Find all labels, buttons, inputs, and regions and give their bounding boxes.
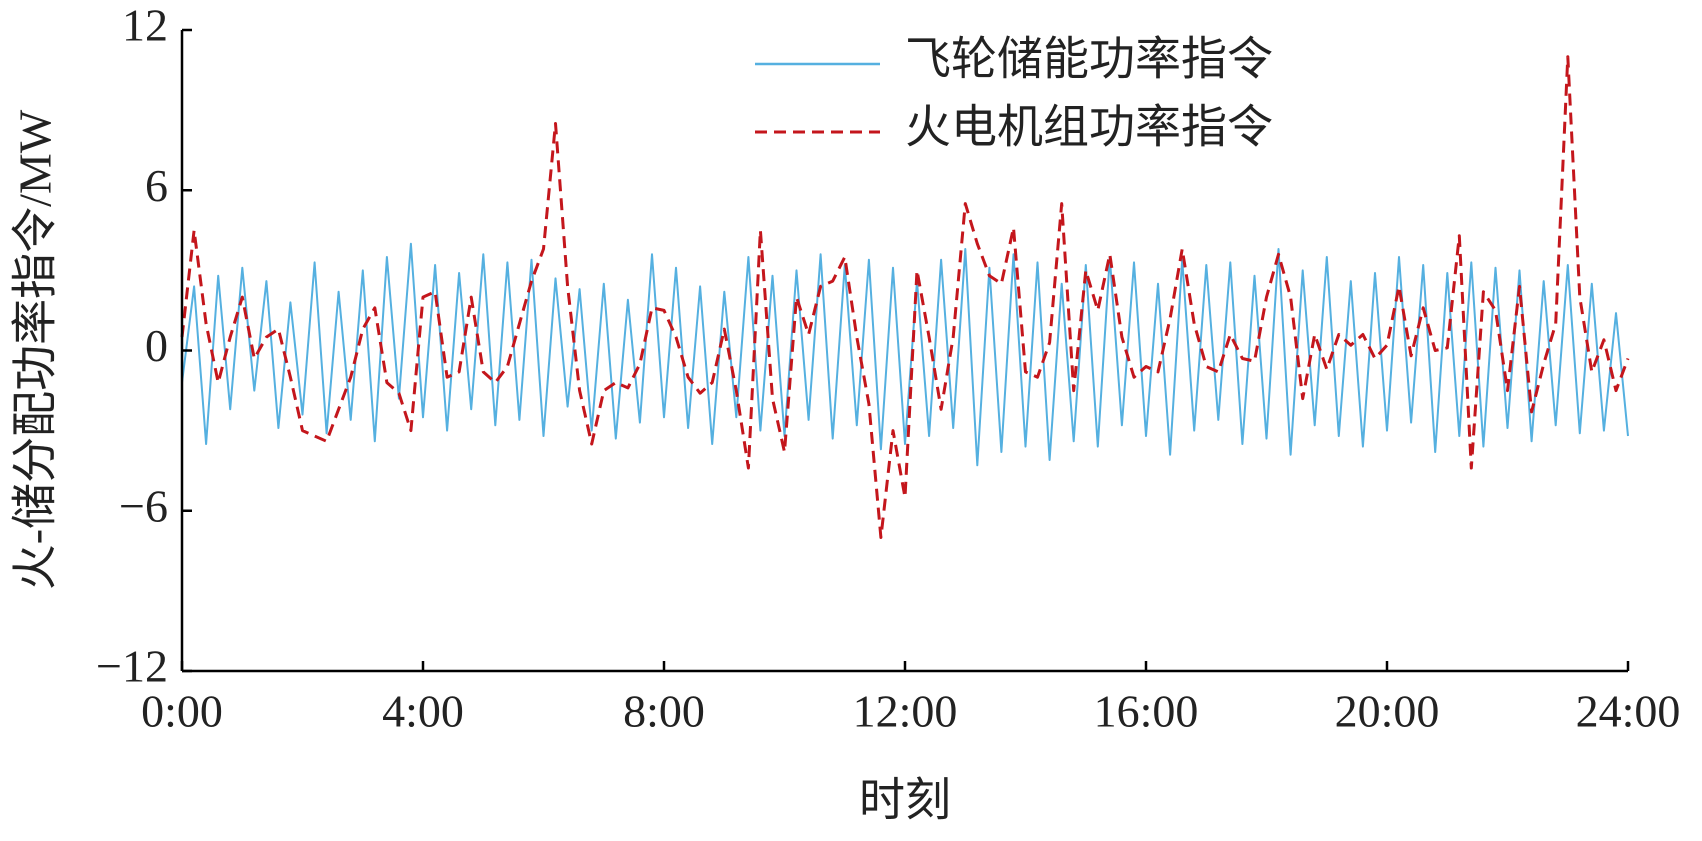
y-tick-label: −6 [119, 480, 168, 531]
x-tick-label: 8:00 [623, 686, 705, 737]
y-tick-label: 12 [122, 0, 168, 51]
x-axis-title: 时刻 [859, 775, 951, 826]
x-tick-label: 4:00 [382, 686, 464, 737]
y-axis-title: 火-储分配功率指令/MW [10, 109, 61, 590]
y-tick-label: −12 [96, 641, 168, 692]
y-tick-label: 6 [145, 160, 168, 211]
legend-label: 火电机组功率指令 [905, 102, 1273, 153]
series-line [181, 242, 1629, 467]
y-tick-label: 0 [145, 320, 168, 371]
x-tick-label: 20:00 [1335, 686, 1440, 737]
x-tick-label: 16:00 [1094, 686, 1199, 737]
x-tick-label: 0:00 [141, 686, 223, 737]
series-line [180, 55, 1630, 539]
legend-label: 飞轮储能功率指令 [905, 34, 1273, 85]
x-tick-label: 24:00 [1576, 686, 1681, 737]
x-tick-label: 12:00 [853, 686, 958, 737]
